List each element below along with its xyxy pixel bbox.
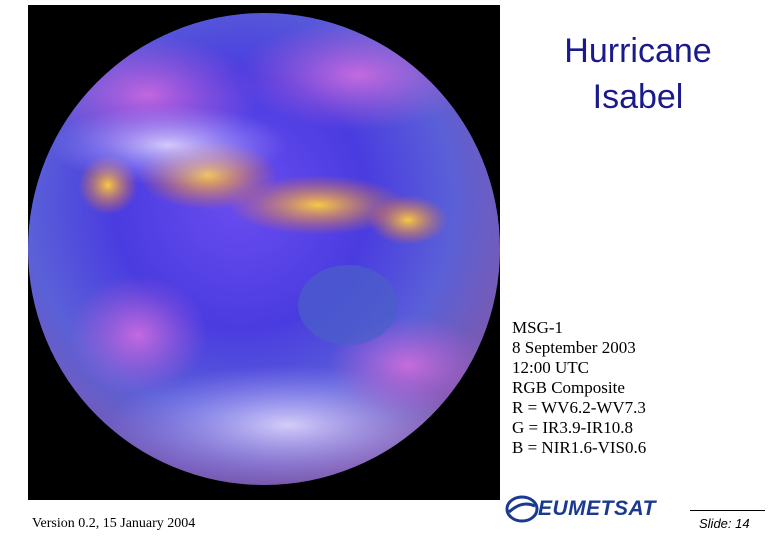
info-line: 8 September 2003 <box>512 338 636 357</box>
logo-icon <box>505 495 539 523</box>
info-line: B = NIR1.6-VIS0.6 <box>512 438 647 457</box>
footer-rule <box>690 510 765 511</box>
info-block: MSG-1 8 September 2003 12:00 UTC RGB Compos… <box>512 318 646 458</box>
earth-graphic <box>28 13 500 485</box>
logo-text: EUMETSAT <box>538 497 656 520</box>
version-text: Version 0.2, 15 January 2004 <box>32 516 196 531</box>
info-line: G = IR3.9-IR10.8 <box>512 418 634 437</box>
info-line: 12:00 UTC <box>512 358 589 377</box>
info-line: MSG-1 <box>512 318 564 337</box>
satellite-image <box>28 5 500 500</box>
info-line: RGB Composite <box>512 378 625 397</box>
slide-title: Hurricane Isabel <box>564 32 712 116</box>
slide-number: Slide: 14 <box>699 516 750 531</box>
info-line: R = WV6.2-WV7.3 <box>512 398 646 417</box>
